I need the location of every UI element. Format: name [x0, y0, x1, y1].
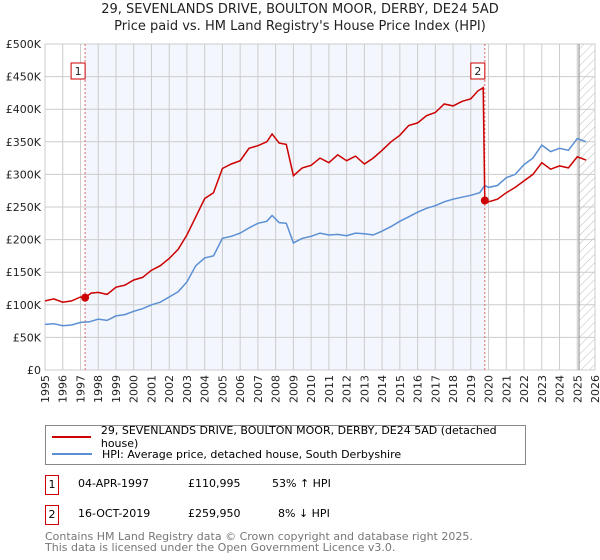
x-tick-label: 2013 — [358, 375, 371, 403]
marker-badge — [70, 62, 86, 80]
chart-title: 29, SEVENLANDS DRIVE, BOULTON MOOR, DERB… — [101, 2, 499, 17]
x-tick-label: 2025 — [571, 375, 584, 403]
plot-border — [44, 43, 596, 371]
x-tick-label: 2015 — [394, 375, 407, 403]
x-tick-label: 2003 — [181, 375, 194, 403]
transaction-price: £110,995 — [188, 477, 241, 490]
marker-label: 1 — [75, 65, 82, 78]
transaction-price: £259,950 — [188, 507, 241, 520]
x-tick-label: 1999 — [110, 375, 123, 403]
sale-point — [81, 293, 90, 302]
x-tick-label: 2016 — [412, 375, 425, 403]
x-tick-label: 2007 — [252, 375, 265, 403]
legend-label: HPI: Average price, detached house, Sout… — [102, 447, 402, 461]
x-tick-label: 2014 — [376, 375, 389, 403]
y-tick-label: £50K — [13, 331, 42, 344]
x-tick-label: 2006 — [234, 375, 247, 403]
x-tick-label: 2009 — [287, 375, 300, 403]
transaction-badge: 1 — [45, 475, 59, 495]
x-tick-label: 1996 — [57, 375, 70, 403]
transaction-row: 1 04-APR-1997 £110,995 53% ↑ HPI — [45, 475, 445, 495]
transaction-date: 04-APR-1997 — [78, 477, 150, 490]
legend-swatch-red — [52, 436, 91, 438]
series-line — [44, 86, 587, 303]
x-tick-label: 2023 — [536, 375, 549, 403]
footer-copyright: Contains HM Land Registry data © Crown c… — [45, 530, 473, 543]
transaction-hpi: 53% ↑ HPI — [272, 477, 331, 490]
x-tick-label: 2000 — [128, 375, 141, 403]
chart-subtitle: Price paid vs. HM Land Registry's House … — [114, 19, 486, 34]
x-tick-label: 2001 — [145, 375, 158, 403]
y-tick-label: £100K — [6, 299, 42, 312]
x-tick-label: 2002 — [163, 375, 176, 403]
legend-item-property: 29, SEVENLANDS DRIVE, BOULTON MOOR, DERB… — [52, 424, 525, 450]
legend-label: 29, SEVENLANDS DRIVE, BOULTON MOOR, DERB… — [100, 424, 497, 450]
transaction-hpi: 8% ↓ HPI — [278, 507, 330, 520]
y-tick-label: £500K — [6, 38, 42, 51]
x-tick-label: 2008 — [270, 375, 283, 403]
x-tick-label: 2019 — [465, 375, 478, 403]
x-tick-label: 2012 — [341, 375, 354, 403]
y-tick-label: £350K — [6, 136, 42, 149]
x-tick-label: 1997 — [74, 375, 87, 403]
y-tick-label: £0 — [27, 364, 41, 377]
x-tick-label: 2005 — [216, 375, 229, 403]
x-tick-label: 1998 — [92, 375, 105, 403]
sale-point — [480, 196, 489, 205]
x-tick-label: 2004 — [199, 375, 212, 403]
x-tick-label: 1995 — [39, 375, 52, 403]
marker-label: 2 — [474, 65, 481, 78]
y-tick-label: £300K — [6, 168, 42, 181]
x-tick-label: 2011 — [323, 375, 336, 403]
x-tick-label: 2017 — [429, 375, 442, 403]
x-tick-label: 2010 — [305, 375, 318, 403]
transaction-row: 2 16-OCT-2019 £259,950 8% ↓ HPI — [45, 505, 445, 525]
x-tick-label: 2022 — [518, 375, 531, 403]
series-line — [44, 137, 587, 327]
y-tick-label: £250K — [6, 201, 42, 214]
y-tick-label: £150K — [6, 266, 42, 279]
legend-item-hpi: HPI: Average price, detached house, Sout… — [52, 446, 401, 462]
legend-swatch-blue — [52, 453, 92, 455]
marker-badge — [470, 62, 486, 80]
x-tick-label: 2018 — [447, 375, 460, 403]
transaction-badge: 2 — [45, 505, 59, 525]
x-tick-label: 2024 — [554, 375, 567, 403]
y-tick-label: £400K — [6, 103, 42, 116]
transaction-date: 16-OCT-2019 — [78, 507, 151, 520]
chart-legend: 29, SEVENLANDS DRIVE, BOULTON MOOR, DERB… — [45, 424, 526, 465]
x-tick-label: 2021 — [500, 375, 513, 403]
price-chart: 1 2 1995 1996 1997 1998 1999 2000 2001 2002 2003 20… — [6, 38, 600, 403]
x-tick-label: 2026 — [589, 375, 600, 403]
footer: Contains HM Land Registry data © Crown c… — [45, 531, 473, 553]
y-tick-label: £450K — [6, 71, 42, 84]
x-tick-label: 2020 — [483, 375, 496, 403]
y-tick-label: £200K — [6, 234, 42, 247]
footer-licence: This data is licensed under the Open Gov… — [45, 541, 396, 554]
